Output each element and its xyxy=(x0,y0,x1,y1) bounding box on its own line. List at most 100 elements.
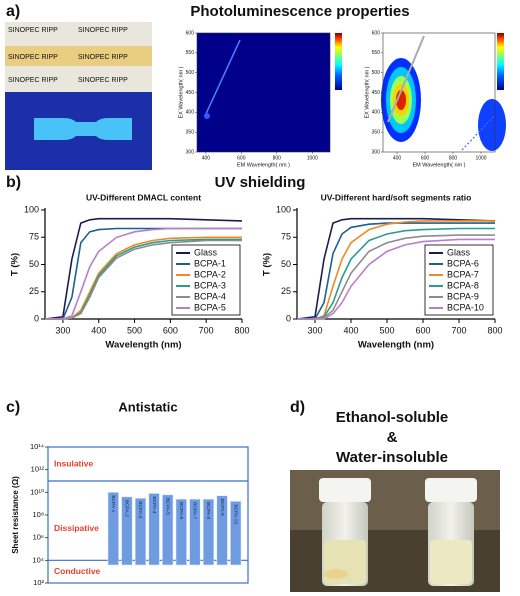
bar xyxy=(107,492,119,566)
x-axis-label: EM Wavelength( nm ) xyxy=(237,162,290,168)
y-tick-label: 400 xyxy=(186,110,195,116)
chart-title: UV-Different DMACL content xyxy=(86,192,201,202)
legend-label: Glass xyxy=(194,247,218,257)
panel-label: c) xyxy=(6,399,20,416)
panel-label: b) xyxy=(6,174,21,191)
y-tick-label: 350 xyxy=(186,129,195,135)
y-tick-label: 100 xyxy=(24,204,39,214)
y-axis-label: T (%) xyxy=(262,253,273,276)
y-tick-label: 0 xyxy=(286,313,291,323)
legend-label: BCPA-6 xyxy=(447,258,479,268)
x-tick-label: 800 xyxy=(234,325,249,335)
panel-title: & xyxy=(387,429,398,446)
legend-label: BCPA-8 xyxy=(447,280,479,290)
x-axis-label: Wavelength (nm) xyxy=(105,340,181,351)
y-tick-label: 25 xyxy=(29,286,39,296)
series-line xyxy=(297,227,495,320)
photo-text: SINOPEC RIPP xyxy=(78,27,128,34)
x-tick-label: 600 xyxy=(421,155,430,161)
series-line xyxy=(297,234,495,320)
y-axis-label: T (%) xyxy=(10,253,21,276)
legend-label: Glass xyxy=(447,247,471,257)
bar xyxy=(189,498,201,566)
series-line xyxy=(297,220,495,320)
y-tick-label: 550 xyxy=(186,50,195,56)
panel-label: a) xyxy=(6,3,20,20)
legend-label: BCPA-2 xyxy=(194,269,226,279)
bar xyxy=(202,498,215,566)
bar-label: BCPA-8 xyxy=(205,502,211,519)
y-tick-label: 400 xyxy=(372,110,381,116)
x-tick-label: 800 xyxy=(449,155,458,161)
x-tick-label: 800 xyxy=(487,325,502,335)
y-tick-label: 300 xyxy=(186,149,195,155)
photo-text: SINOPEC RIPP xyxy=(8,27,58,34)
bar xyxy=(162,494,174,566)
y-tick-label: 10¹² xyxy=(31,465,45,474)
y-tick-label: 350 xyxy=(372,129,381,135)
series-line xyxy=(45,227,242,320)
y-tick-label: 550 xyxy=(372,50,381,56)
x-tick-label: 600 xyxy=(237,155,246,161)
y-tick-label: 75 xyxy=(29,232,39,242)
y-tick-label: 600 xyxy=(372,30,381,36)
x-tick-label: 400 xyxy=(91,325,106,335)
bar xyxy=(121,496,133,566)
bar-label: BCPA-3 xyxy=(137,501,143,518)
legend-label: BCPA-4 xyxy=(194,291,226,301)
photo: SINOPEC RIPP SINOPEC RIPP SINOPEC RIPP S… xyxy=(5,22,152,170)
chart-title: Antistatic xyxy=(118,399,177,414)
legend-label: BCPA-5 xyxy=(194,302,226,312)
x-tick-label: 800 xyxy=(273,155,282,161)
y-tick-label: 10⁴ xyxy=(32,555,44,564)
series-line xyxy=(297,222,495,320)
legend-box xyxy=(424,244,494,316)
y-tick-label: 25 xyxy=(281,286,291,296)
y-tick-label: 300 xyxy=(372,149,381,155)
contour-map xyxy=(197,33,342,152)
bar xyxy=(175,498,187,566)
bar xyxy=(230,501,242,566)
y-tick-label: 600 xyxy=(186,30,195,36)
y-tick-label: 450 xyxy=(186,90,195,96)
y-tick-label: 500 xyxy=(372,70,381,76)
y-tick-label: 450 xyxy=(372,90,381,96)
y-tick-label: 50 xyxy=(29,259,39,269)
x-tick-label: 500 xyxy=(379,325,394,335)
y-tick-label: 0 xyxy=(34,313,39,323)
series-line xyxy=(296,217,496,320)
y-tick-label: 75 xyxy=(281,232,291,242)
panel-title: Ethanol-soluble xyxy=(336,409,449,426)
region-label: Insulative xyxy=(54,458,93,468)
y-tick-label: 10⁸ xyxy=(32,510,44,519)
legend-label: BCPA-10 xyxy=(447,302,484,312)
x-tick-label: 400 xyxy=(343,325,358,335)
x-tick-label: 1000 xyxy=(307,155,318,161)
y-tick-label: 10⁶ xyxy=(33,533,44,542)
legend-label: BCPA-1 xyxy=(194,258,226,268)
x-tick-label: 500 xyxy=(127,325,142,335)
bar-label: BCPA-4 xyxy=(151,496,157,513)
y-tick-label: 500 xyxy=(186,70,195,76)
region-label: Dissipative xyxy=(54,523,99,533)
bar-label: BCPA-2 xyxy=(124,500,130,517)
photo-text: SINOPEC RIPP xyxy=(8,77,58,84)
bar-label: BCPA-6 xyxy=(178,502,184,519)
chart-title: UV-Different hard/soft segments ratio xyxy=(321,192,472,202)
legend-label: BCPA-3 xyxy=(194,280,226,290)
photo-text: SINOPEC RIPP xyxy=(78,77,128,84)
y-tick-label: 10¹⁰ xyxy=(30,487,44,496)
y-tick-label: 10¹⁴ xyxy=(30,442,44,451)
y-axis-label: EX Wavelength( nm ) xyxy=(178,66,184,118)
bar-label: BCPA-7 xyxy=(192,502,198,519)
photo xyxy=(290,470,500,592)
region-label: Conductive xyxy=(54,566,101,576)
x-tick-label: 600 xyxy=(163,325,178,335)
x-tick-label: 300 xyxy=(55,325,70,335)
legend-box xyxy=(171,244,241,316)
legend-label: BCPA-9 xyxy=(447,291,479,301)
bar-label: BCPA-1 xyxy=(110,495,116,512)
panel-title: Water-insoluble xyxy=(336,449,448,466)
x-tick-label: 1000 xyxy=(475,155,486,161)
x-tick-label: 400 xyxy=(202,155,211,161)
